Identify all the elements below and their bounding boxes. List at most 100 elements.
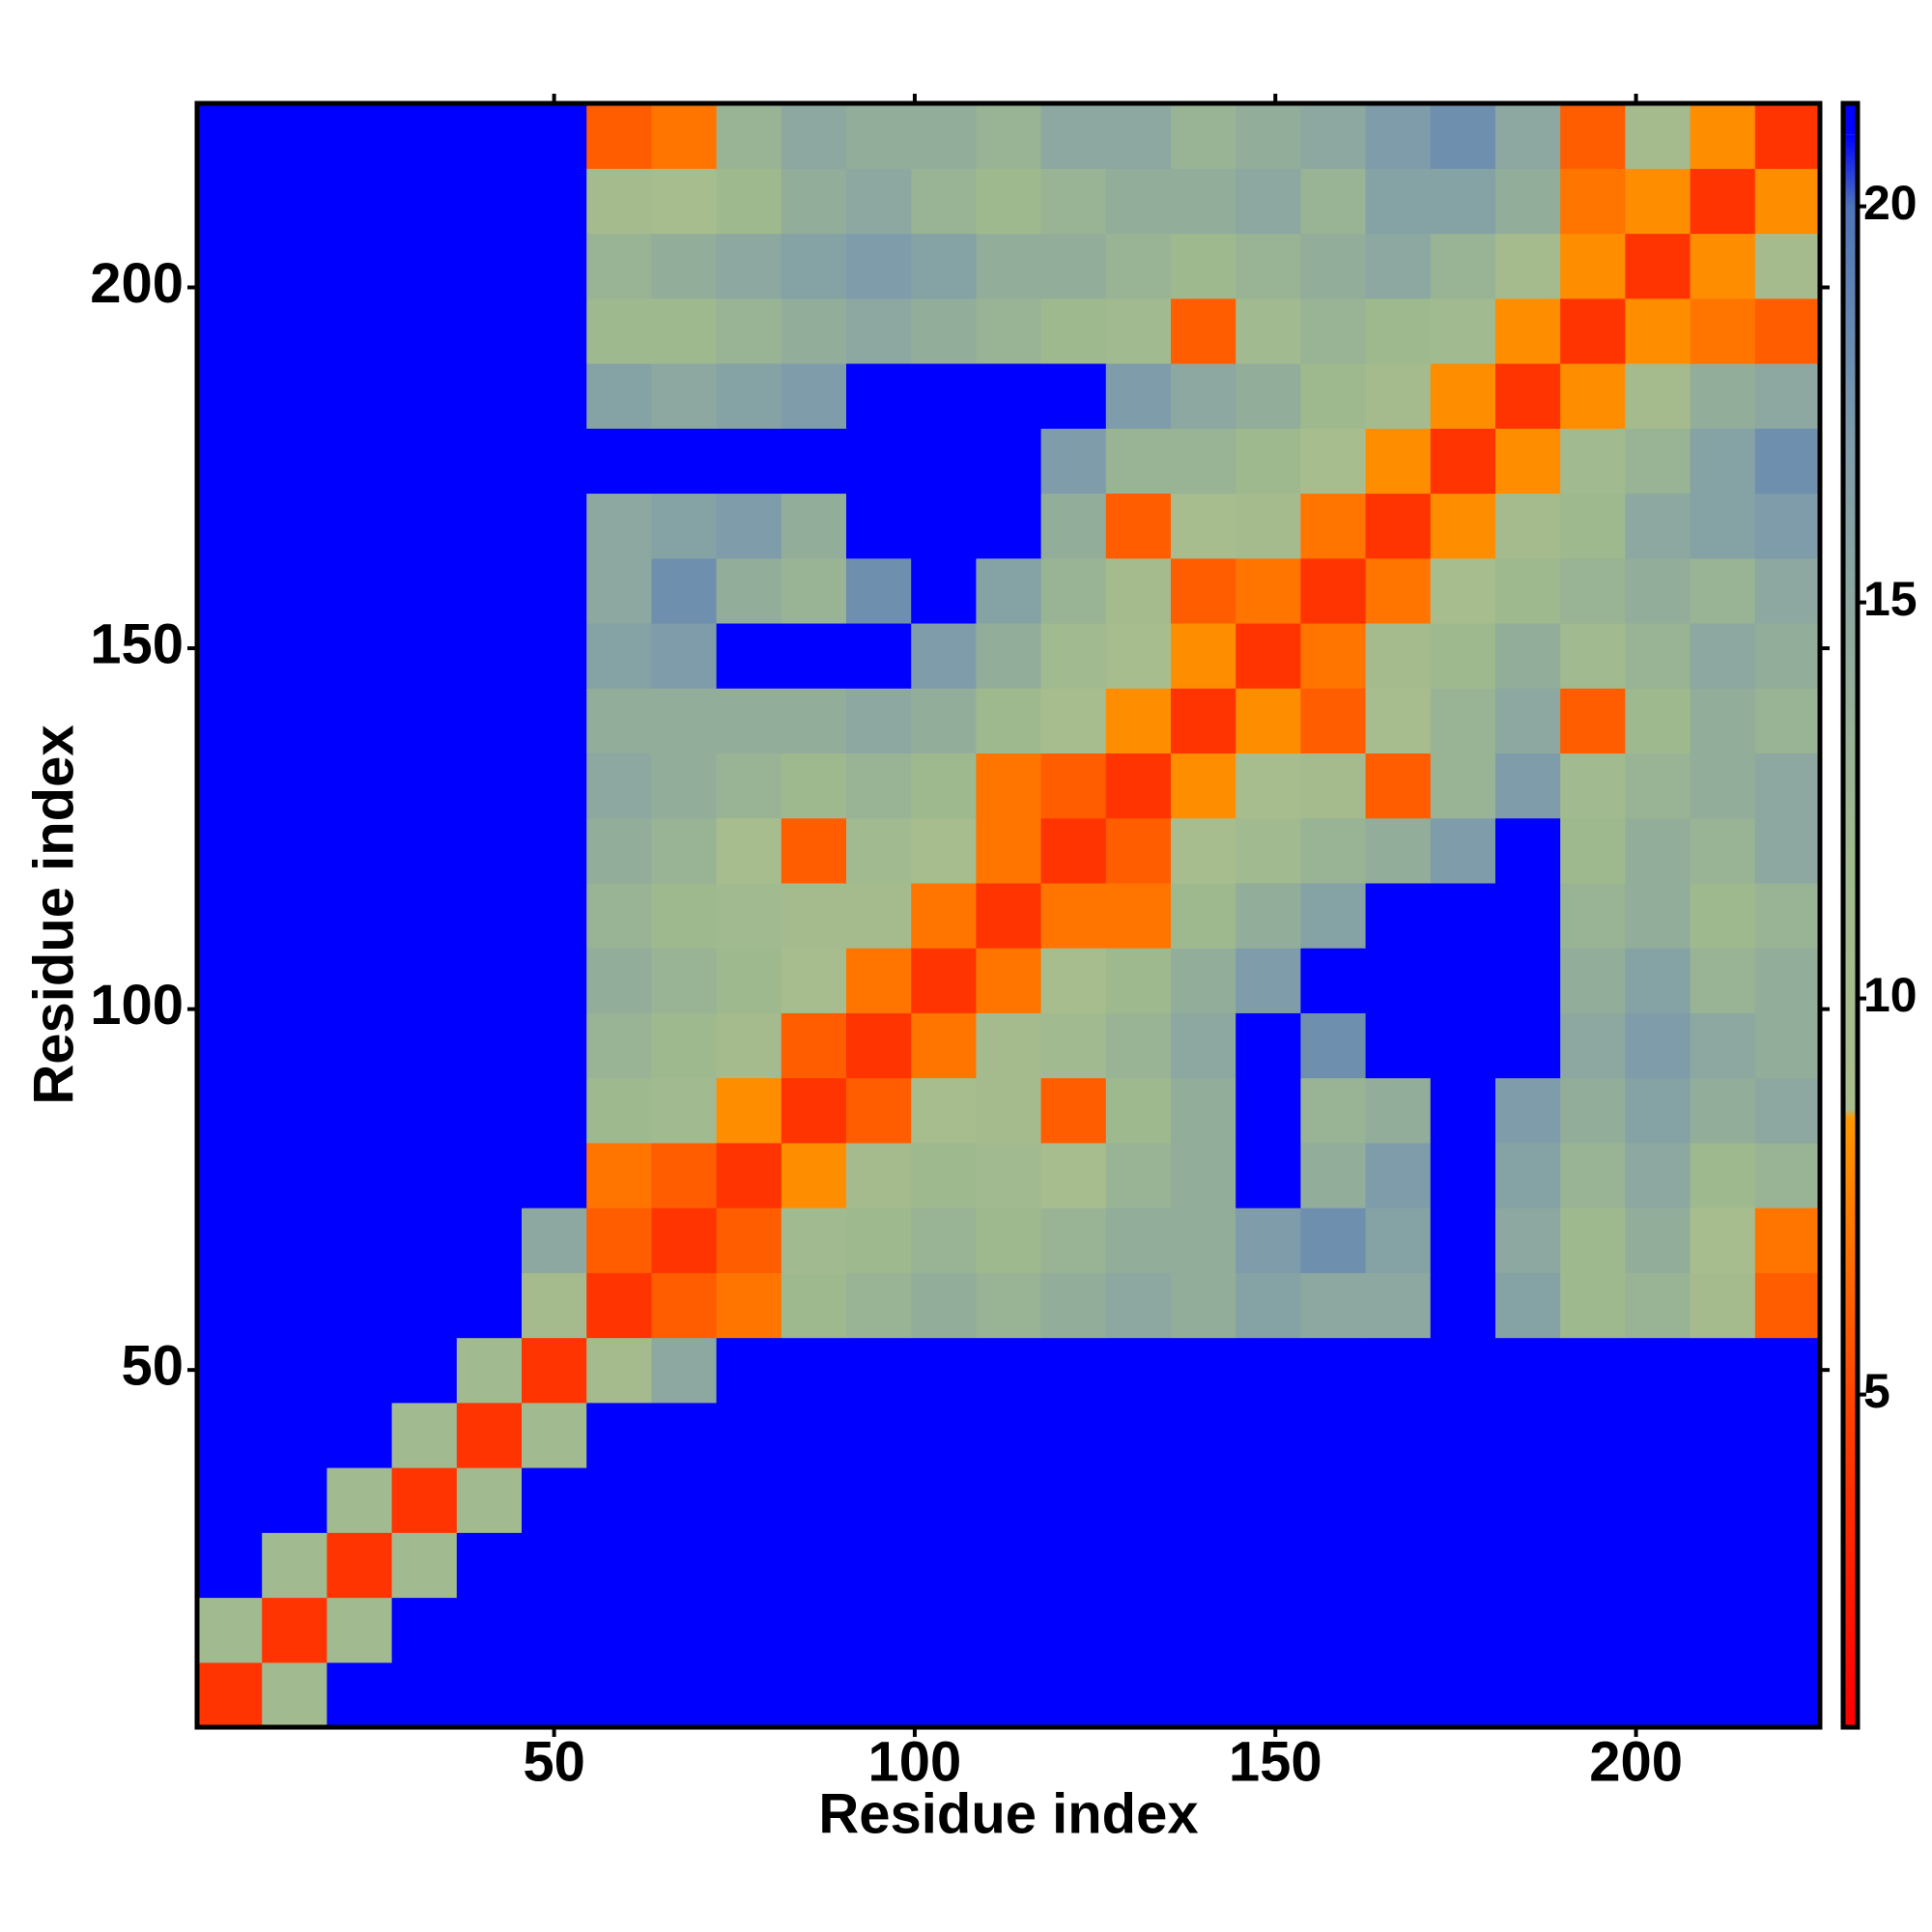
heatmap-cell: [262, 1467, 327, 1533]
heatmap-cell: [262, 753, 327, 819]
heatmap-cell: [716, 688, 782, 753]
heatmap-cell: [1495, 1597, 1561, 1663]
heatmap-cell: [781, 1012, 847, 1079]
heatmap-cell: [911, 1402, 977, 1468]
heatmap-cell: [651, 493, 718, 559]
heatmap-cell: [327, 103, 393, 169]
heatmap-cell: [976, 428, 1042, 495]
heatmap-cell: [1365, 233, 1432, 299]
heatmap-cell: [327, 298, 393, 364]
heatmap-cell: [911, 1467, 977, 1533]
heatmap-cell: [522, 362, 587, 429]
heatmap-cell: [1625, 1337, 1691, 1404]
heatmap-cell: [391, 168, 458, 235]
heatmap-cell: [391, 362, 458, 429]
heatmap-cell: [1625, 1597, 1691, 1663]
heatmap-cell: [197, 948, 263, 1013]
heatmap-cell: [1754, 1208, 1821, 1273]
heatmap-cell: [1171, 1337, 1236, 1404]
heatmap-cell: [327, 168, 393, 235]
heatmap-cell: [327, 1532, 393, 1599]
heatmap-cell: [1105, 622, 1172, 689]
heatmap-cell: [1560, 168, 1626, 235]
heatmap-cell: [1754, 168, 1821, 235]
heatmap-cell: [1430, 1208, 1496, 1273]
heatmap-cell: [586, 948, 652, 1013]
heatmap-cell: [846, 1077, 912, 1144]
heatmap-cell: [1495, 1402, 1561, 1468]
y-tick-label: 150: [90, 612, 184, 675]
heatmap-cell: [1625, 298, 1691, 364]
heatmap-cell: [651, 168, 718, 235]
heatmap-cell: [1690, 168, 1756, 235]
colorbar-tick-label: 10: [1863, 968, 1918, 1022]
heatmap-cell: [781, 622, 847, 689]
heatmap-cell: [1040, 1208, 1107, 1273]
heatmap-cell: [391, 1532, 458, 1599]
heatmap-cell: [781, 1272, 847, 1339]
heatmap-cell: [716, 1662, 782, 1728]
heatmap-cell: [1236, 428, 1301, 495]
heatmap-cell: [327, 428, 393, 495]
heatmap-cell: [197, 817, 263, 884]
heatmap-cell: [1690, 622, 1756, 689]
heatmap-cell: [1236, 1662, 1301, 1728]
heatmap-cell: [456, 688, 523, 753]
heatmap-cell: [781, 882, 847, 949]
heatmap-cell: [911, 1597, 977, 1663]
heatmap-cell: [1495, 753, 1561, 819]
heatmap-cell: [651, 103, 718, 169]
colorbar-segment: [1843, 1117, 1858, 1396]
heatmap-cell: [1236, 1532, 1301, 1599]
heatmap-cell: [1754, 1597, 1821, 1663]
heatmap-cell: [197, 1402, 263, 1468]
heatmap-cell: [1625, 1272, 1691, 1339]
heatmap-cell: [651, 362, 718, 429]
heatmap-cell: [1560, 817, 1626, 884]
heatmap-cell: [1365, 103, 1432, 169]
heatmap-cell: [1300, 753, 1367, 819]
heatmap-cell: [327, 557, 393, 624]
heatmap-cell: [327, 493, 393, 559]
heatmap-cell: [976, 1012, 1042, 1079]
heatmap-cell: [1300, 882, 1367, 949]
heatmap-cell: [522, 622, 587, 689]
heatmap-cell: [1560, 1467, 1626, 1533]
heatmap-cell: [976, 298, 1042, 364]
heatmap-cell: [1105, 1532, 1172, 1599]
heatmap-cell: [1040, 817, 1107, 884]
heatmap-cell: [651, 428, 718, 495]
heatmap-cell: [327, 753, 393, 819]
heatmap-cell: [1171, 1662, 1236, 1728]
heatmap-cell: [197, 428, 263, 495]
heatmap-cell: [1690, 1012, 1756, 1079]
heatmap-cell: [976, 1337, 1042, 1404]
heatmap-cell: [522, 1402, 587, 1468]
heatmap-cell: [262, 1597, 327, 1663]
heatmap-cell: [586, 1012, 652, 1079]
heatmap-cell: [1560, 688, 1626, 753]
heatmap-cell: [1495, 1012, 1561, 1079]
heatmap-cell: [651, 1272, 718, 1339]
heatmap-cell: [586, 557, 652, 624]
heatmap-cell: [1625, 1012, 1691, 1079]
heatmap-cell: [1105, 103, 1172, 169]
heatmap-cell: [391, 1077, 458, 1144]
heatmap-cell: [1754, 753, 1821, 819]
heatmap-cell: [716, 493, 782, 559]
heatmap-cell: [1040, 103, 1107, 169]
heatmap-cell: [911, 688, 977, 753]
heatmap-cell: [586, 1467, 652, 1533]
heatmap-cell: [197, 233, 263, 299]
heatmap-cell: [327, 1272, 393, 1339]
heatmap-cell: [976, 882, 1042, 949]
heatmap-cell: [716, 622, 782, 689]
heatmap-cell: [522, 493, 587, 559]
heatmap-cell: [1365, 557, 1432, 624]
y-tick-label: 50: [121, 1335, 184, 1398]
y-tick-label: 200: [90, 252, 184, 315]
colorbar-tick-label: 15: [1863, 572, 1918, 626]
heatmap-cell: [1560, 428, 1626, 495]
heatmap-cell: [1754, 103, 1821, 169]
